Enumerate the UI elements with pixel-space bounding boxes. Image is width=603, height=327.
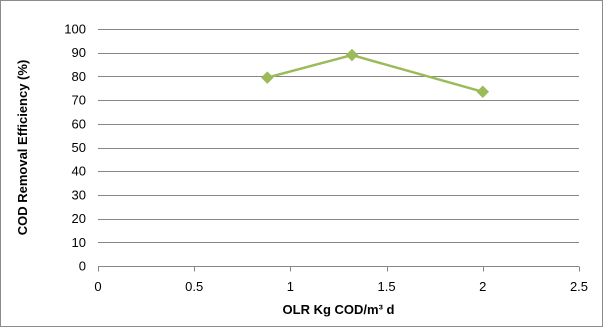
gridlines (98, 29, 579, 243)
y-tick-label: 50 (72, 140, 86, 155)
series (260, 48, 490, 99)
tick-labels: 0 10 20 30 40 50 60 70 80 90 100 0 0.5 1 1.5 2 2.5 (64, 22, 588, 295)
y-tick-label: 30 (72, 187, 86, 202)
x-tick-label: 1.5 (378, 279, 396, 294)
y-tick-label: 80 (72, 69, 86, 84)
y-tick-label: 60 (72, 116, 86, 131)
x-tick-label: 0.5 (185, 279, 203, 294)
series-line (266, 53, 484, 94)
data-point-marker (476, 85, 490, 99)
data-point-marker (345, 48, 359, 62)
x-tick-label: 0 (94, 279, 101, 294)
x-tick-label: 2.5 (570, 279, 588, 294)
y-tick-label: 0 (79, 259, 86, 274)
y-tick-label: 90 (72, 45, 86, 60)
data-point-marker (260, 71, 274, 84)
y-tick-label: 10 (72, 235, 86, 250)
y-tick-label: 20 (72, 211, 86, 226)
axes (98, 266, 580, 272)
x-axis-title: OLR Kg COD/m³ d (283, 302, 395, 317)
y-tick-label: 70 (72, 93, 86, 108)
y-axis-title: COD Removal Efficiency (%) (15, 60, 30, 236)
y-tick-label: 100 (64, 22, 86, 37)
y-tick-label: 40 (72, 164, 86, 179)
x-tick-label: 1 (287, 279, 294, 294)
x-tick-label: 2 (479, 279, 486, 294)
